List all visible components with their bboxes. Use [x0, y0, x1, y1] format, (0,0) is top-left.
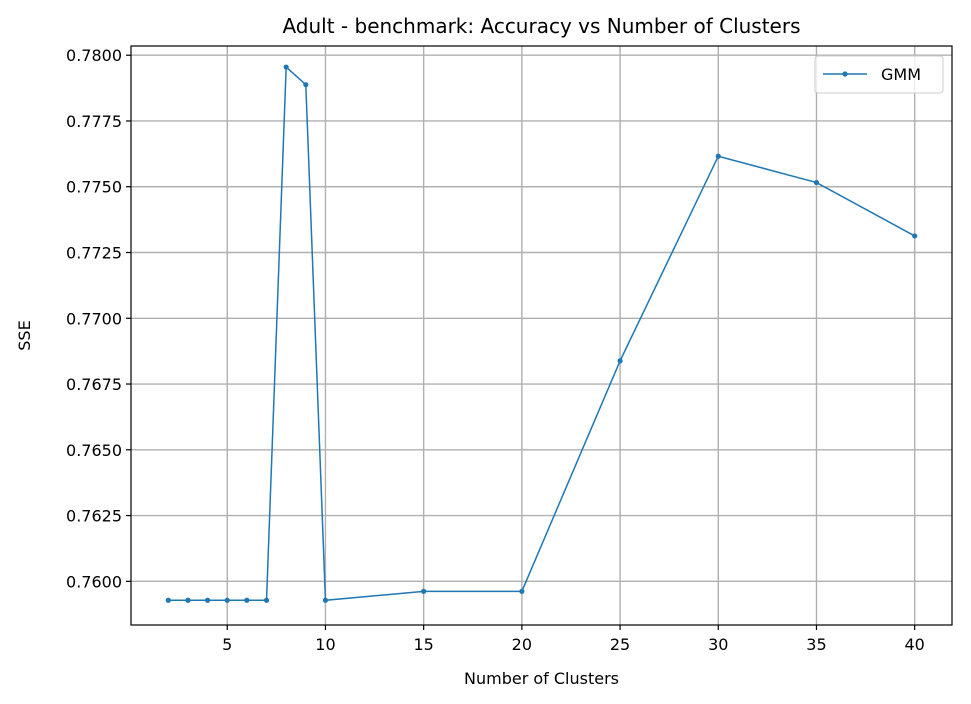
- legend-marker-swatch: [842, 71, 848, 77]
- data-point: [715, 153, 721, 159]
- legend: GMM: [814, 55, 944, 94]
- legend-entry-gmm: GMM: [881, 65, 921, 84]
- data-point: [322, 597, 329, 603]
- x-axis-label: Number of Clusters: [464, 669, 619, 688]
- data-point: [263, 597, 270, 603]
- data-point: [421, 588, 427, 594]
- data-point: [224, 597, 230, 603]
- y-tick-label: 0.7650: [66, 441, 122, 460]
- data-point: [283, 64, 289, 70]
- plot-frame: [130, 45, 953, 626]
- y-tick-label: 0.7725: [66, 244, 122, 263]
- series: [165, 64, 918, 603]
- data-point: [205, 597, 211, 603]
- data-point: [303, 82, 309, 88]
- data-point: [813, 179, 820, 186]
- y-tick-label: 0.7675: [66, 375, 122, 394]
- x-tick-label: 10: [315, 635, 335, 654]
- y-axis-label: SSE: [15, 320, 34, 350]
- data-point: [185, 597, 191, 603]
- legend-box: [814, 55, 944, 94]
- data-point: [519, 588, 525, 594]
- y-tick-label: 0.7750: [66, 178, 122, 197]
- x-tick-label: 40: [905, 635, 925, 654]
- x-tick-label: 5: [222, 635, 232, 654]
- y-tick-label: 0.7625: [66, 507, 122, 526]
- y-tick-label: 0.7700: [66, 309, 122, 328]
- y-tick-label: 0.7600: [66, 572, 122, 591]
- x-tick-label: 15: [413, 635, 433, 654]
- y-tick-label: 0.7775: [66, 112, 122, 131]
- x-tick-label: 20: [512, 635, 532, 654]
- data-point: [617, 358, 623, 364]
- chart-title: Adult - benchmark: Accuracy vs Number of…: [282, 14, 800, 38]
- x-tick-label: 25: [610, 635, 630, 654]
- data-point: [165, 597, 171, 603]
- data-point: [912, 233, 918, 239]
- ticks: 5 10 15 20 25 30 35 40 0.7600 0.7625 0.7650 0.7675 0…: [66, 46, 925, 654]
- grid: [131, 46, 952, 625]
- x-tick-label: 35: [806, 635, 826, 654]
- data-point: [244, 597, 250, 603]
- x-tick-label: 30: [708, 635, 728, 654]
- y-tick-label: 0.7800: [66, 46, 122, 65]
